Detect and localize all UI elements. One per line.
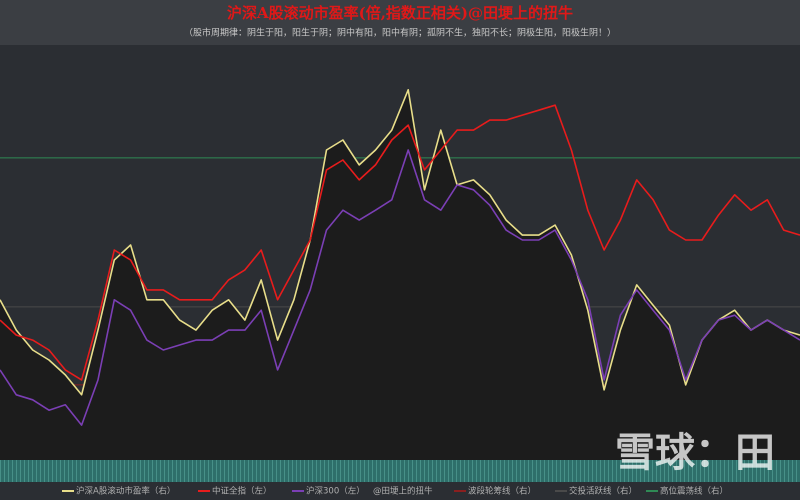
watermark: 雪球：田 xyxy=(615,430,775,476)
bottom-band xyxy=(0,460,800,482)
legend-label: 波段轮筹线（右） xyxy=(468,486,536,497)
legend-label: @田埂上的扭牛 xyxy=(373,486,433,497)
chart-subtitle: （股市周期律：阴生于阳，阳生于阴；阴中有阳，阳中有阴；孤阴不生，独阳不长；阴极生… xyxy=(184,27,616,39)
legend: 沪深A股滚动市盈率（右） 中证全指（左） 沪深300（左） @田埂上的扭牛 波段轮筹线（… xyxy=(62,486,728,497)
plot-area xyxy=(0,89,800,461)
legend-label: 高位震荡线（右） xyxy=(660,486,728,497)
legend-label: 沪深300（左） xyxy=(306,486,365,497)
series-area xyxy=(0,89,800,461)
series-line xyxy=(0,104,800,381)
chart-title: 沪深A股滚动市盈率(倍,指数正相关)@田埂上的扭牛 xyxy=(227,4,573,22)
series-line xyxy=(0,149,800,426)
legend-label: 沪深A股滚动市盈率（右） xyxy=(76,486,175,497)
header xyxy=(0,0,800,45)
legend-label: 中证全指（左） xyxy=(212,486,272,497)
legend-label: 交投活跃线（右） xyxy=(569,486,637,497)
series-line xyxy=(0,89,800,396)
legend-band xyxy=(0,482,800,500)
